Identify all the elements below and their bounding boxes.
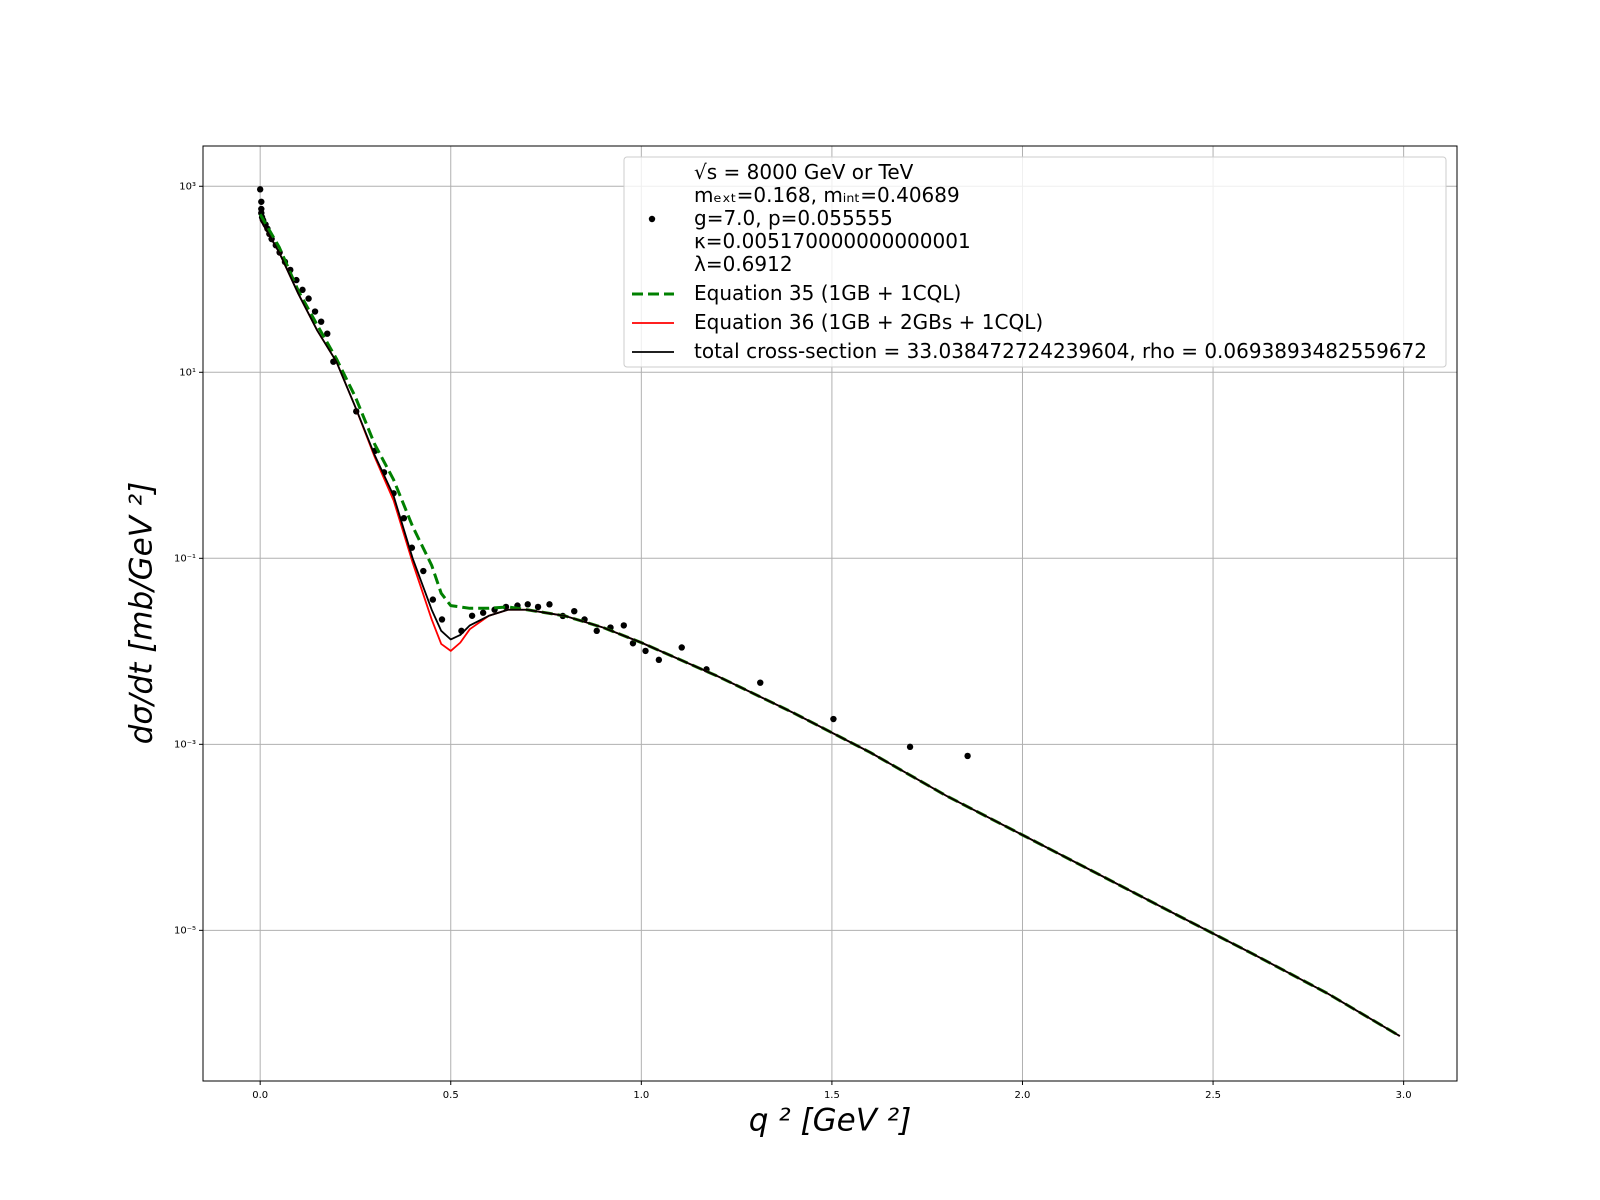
data-point [438,616,446,623]
legend-label-line: κ=0.005170000000000001 [694,229,971,253]
x-tick-label: 0.0 [252,1090,268,1101]
y-tick-label: 10¹ [179,367,196,378]
axes-frame [202,145,1458,1082]
legend-label: Equation 36 (1GB + 2GBs + 1CQL) [694,310,1043,334]
legend-label-line: Equation 36 (1GB + 2GBs + 1CQL) [694,310,1043,334]
x-tick-label: 2.5 [1205,1090,1221,1101]
legend-label-line: Equation 35 (1GB + 1CQL) [694,281,961,305]
x-tick-label: 1.5 [824,1090,840,1101]
y-tick-label: 10⁻¹ [174,553,196,564]
plot-area [256,186,1401,1038]
data-point [468,612,476,619]
data-point [620,622,627,629]
data-point [429,596,437,603]
data-point [546,601,553,608]
data-point [479,609,487,616]
legend-label-line: mₑₓₜ=0.168, mᵢₙₜ=0.40689 [694,183,960,207]
legend-box [623,156,1447,368]
legend-marker [648,215,656,223]
data-point [593,627,600,635]
legend: √s = 8000 GeV or TeV mₑₓₜ=0.168, mᵢₙₜ=0.4… [623,156,1447,368]
data-point [420,567,427,575]
data-point [534,603,542,611]
data-point [524,601,531,608]
data-point [757,679,764,686]
data-point [642,647,649,655]
data-point [317,318,325,325]
y-tick-label: 10⁻³ [174,739,196,750]
legend-label: √s = 8000 GeV or TeV mₑₓₜ=0.168, mᵢₙₜ=0.4… [694,160,971,276]
x-tick-label: 2.0 [1015,1090,1031,1101]
y-tick-label: 10³ [179,181,196,192]
legend-label: total cross-section = 33.038472724239604… [694,339,1427,363]
series-line [259,218,1401,1037]
data-point [629,640,637,647]
legend-label-line: λ=0.6912 [694,252,793,276]
legend-label-line: √s = 8000 GeV or TeV [694,160,914,184]
data-point [311,308,319,315]
x-tick-label: 0.5 [443,1090,459,1101]
y-axis-label: dσ/dt [mb/GeV ²] [124,482,160,745]
data-point [655,656,663,664]
legend-label-line: g=7.0, p=0.055555 [694,206,893,230]
x-tick-label: 1.0 [633,1090,649,1101]
data-point [293,276,300,284]
data-point [906,743,914,751]
data-point [256,186,264,193]
data-point [678,644,685,651]
data-point [830,715,837,723]
data-point [258,198,265,205]
legend-label: Equation 35 (1GB + 1CQL) [694,281,961,305]
data-point [964,752,971,760]
data-point [299,286,306,294]
y-tick-label: 10⁻⁵ [174,925,196,936]
data-point [324,330,331,337]
data-point [571,607,578,615]
data-point [400,514,408,522]
legend-label-line: total cross-section = 33.038472724239604… [694,339,1427,363]
data-point [305,295,312,302]
x-tick-label: 3.0 [1396,1090,1412,1101]
x-axis-label: q ² [GeV ²] [749,1103,912,1139]
